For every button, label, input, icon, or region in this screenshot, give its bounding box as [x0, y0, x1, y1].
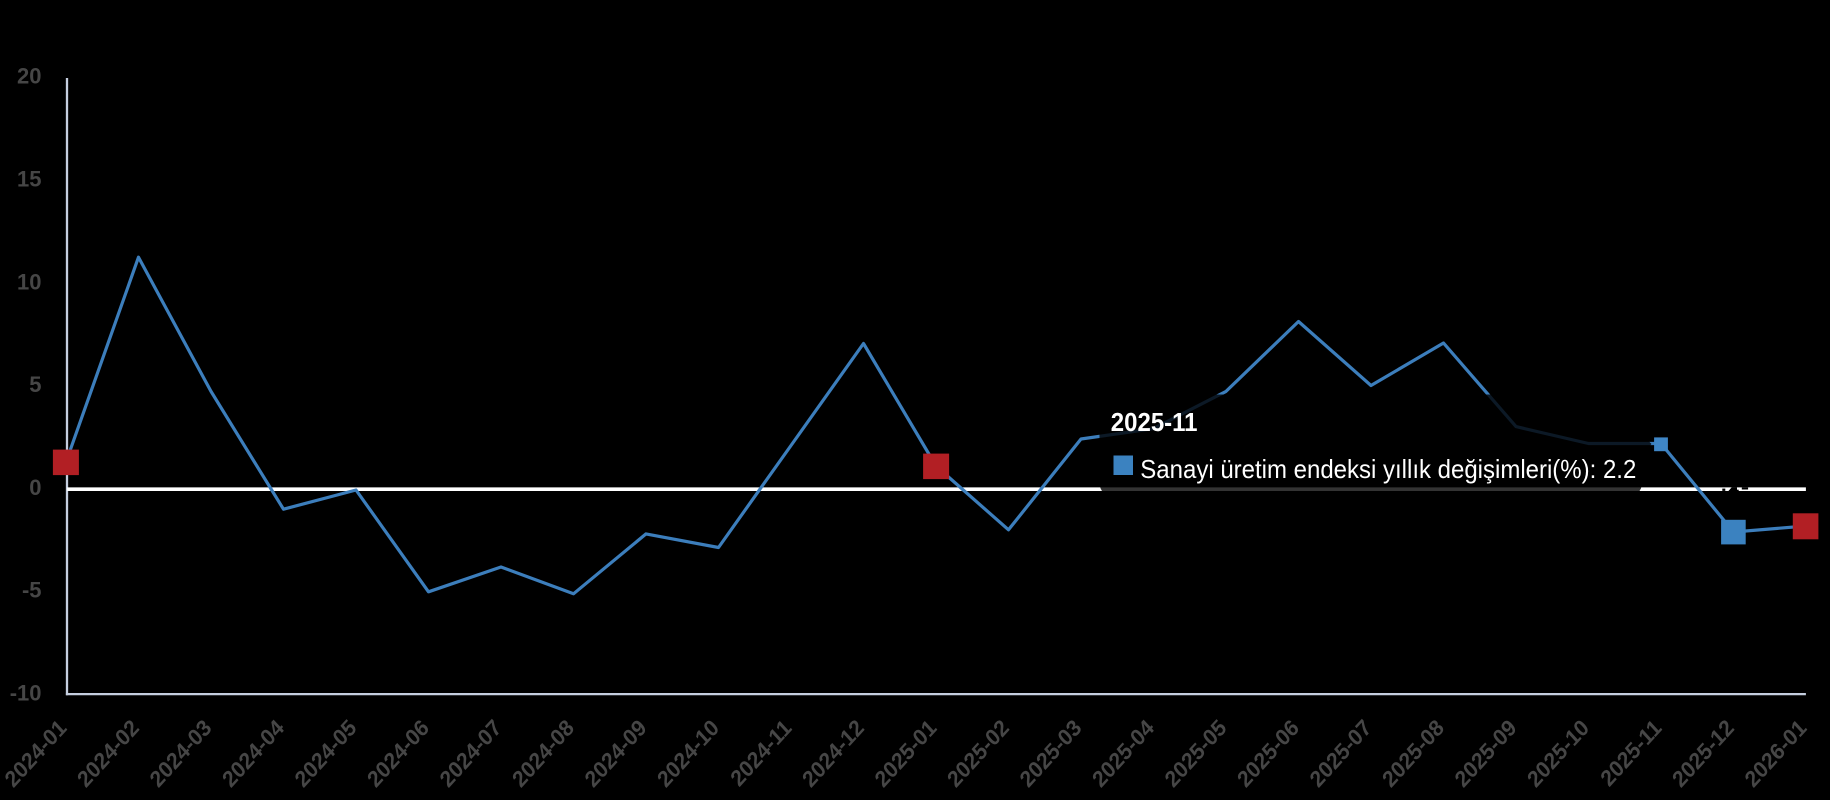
svg-text:Sanayi üretim endeksi yıllık d: Sanayi üretim endeksi yıllık değişimleri… — [1140, 455, 1636, 484]
svg-text:-10: -10 — [10, 681, 42, 706]
svg-text:10: 10 — [17, 269, 41, 294]
svg-text:0: 0 — [29, 475, 41, 500]
svg-text:20: 20 — [17, 64, 41, 89]
svg-text:15: 15 — [17, 167, 41, 192]
svg-text:2025-11: 2025-11 — [1111, 408, 1198, 437]
svg-text:5: 5 — [29, 372, 41, 397]
svg-text:-5: -5 — [22, 578, 42, 603]
